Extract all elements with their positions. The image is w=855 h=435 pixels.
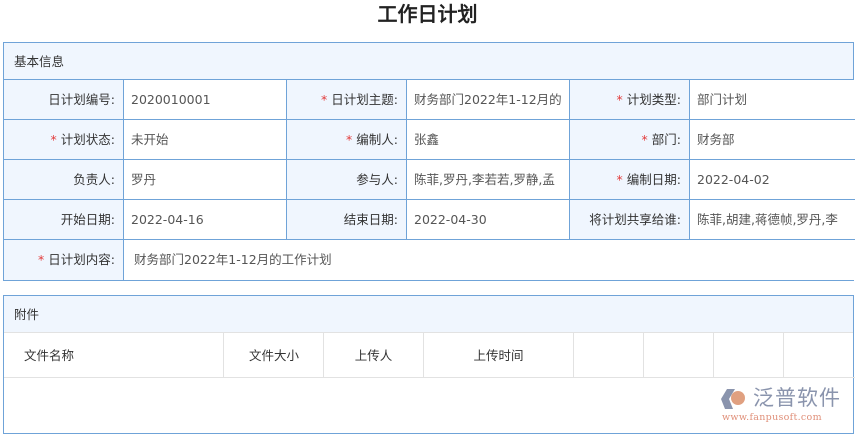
field-label-text: 结束日期: bbox=[343, 212, 398, 227]
field-label-text: 计划状态: bbox=[60, 132, 115, 147]
field-value-text: 未开始 bbox=[131, 132, 169, 147]
page-title: 工作日计划 bbox=[377, 2, 478, 26]
column-header[interactable] bbox=[784, 333, 855, 378]
field-label: * 日计划内容: bbox=[4, 240, 124, 280]
field-label-text: 参与人: bbox=[356, 172, 398, 187]
field-label: * 部门: bbox=[570, 120, 690, 160]
field-value: 张鑫 bbox=[407, 120, 570, 160]
field-value-text: 陈菲,罗丹,李若若,罗静,孟 bbox=[414, 172, 555, 187]
field-value-text: 张鑫 bbox=[414, 132, 440, 147]
field-value: 财务部门2022年1-12月的工作计划 bbox=[124, 240, 855, 280]
field-value-text: 2022-04-02 bbox=[697, 172, 770, 187]
required-asterisk: * bbox=[616, 92, 623, 107]
field-value-text: 部门计划 bbox=[697, 92, 748, 107]
required-asterisk: * bbox=[50, 132, 57, 147]
required-asterisk: * bbox=[38, 252, 45, 267]
field-value: 陈菲,胡建,蒋德帧,罗丹,李 bbox=[690, 200, 855, 240]
field-value-text: 罗丹 bbox=[131, 172, 157, 187]
logo-brand: 泛普软件 bbox=[753, 386, 841, 410]
field-value: 罗丹 bbox=[124, 160, 287, 200]
basic-info-panel: 基本信息 日计划编号: 2020010001 * 日计划主题: 财务部门2022年1-1… bbox=[3, 42, 855, 281]
field-label: * 计划类型: bbox=[570, 80, 690, 120]
field-label-text: 编制日期: bbox=[626, 172, 681, 187]
field-label: 参与人: bbox=[287, 160, 407, 200]
field-label-text: 计划类型: bbox=[626, 92, 681, 107]
required-asterisk: * bbox=[321, 92, 328, 107]
field-value-text: 陈菲,胡建,蒋德帧,罗丹,李 bbox=[697, 212, 838, 227]
field-label: * 编制日期: bbox=[570, 160, 690, 200]
column-header[interactable]: 文件名称 bbox=[4, 333, 224, 378]
field-value: 2022-04-30 bbox=[407, 200, 570, 240]
attachments-panel: 附件 文件名称 文件大小 上传人 上传时间 泛普软件 www.fanpusoft.co… bbox=[3, 295, 855, 434]
field-label: 开始日期: bbox=[4, 200, 124, 240]
field-value-text: 财务部门2022年1-12月的 bbox=[414, 92, 562, 107]
field-label-text: 日计划内容: bbox=[48, 252, 115, 267]
field-label-text: 负责人: bbox=[73, 172, 115, 187]
field-label: 将计划共享给谁: bbox=[570, 200, 690, 240]
column-header[interactable] bbox=[574, 333, 644, 378]
field-label: * 日计划主题: bbox=[287, 80, 407, 120]
required-asterisk: * bbox=[346, 132, 353, 147]
required-asterisk: * bbox=[616, 172, 623, 187]
field-label-text: 日计划编号: bbox=[48, 92, 115, 107]
column-header[interactable] bbox=[714, 333, 784, 378]
field-value: 未开始 bbox=[124, 120, 287, 160]
field-label: 日计划编号: bbox=[4, 80, 124, 120]
required-asterisk: * bbox=[641, 132, 648, 147]
column-header[interactable] bbox=[644, 333, 714, 378]
field-label-text: 开始日期: bbox=[60, 212, 115, 227]
field-value: 财务部门2022年1-12月的 bbox=[407, 80, 570, 120]
field-value-text: 2022-04-16 bbox=[131, 212, 204, 227]
field-label-text: 部门: bbox=[651, 132, 681, 147]
column-header[interactable]: 上传人 bbox=[324, 333, 424, 378]
field-label-text: 日计划主题: bbox=[331, 92, 398, 107]
logo-mark-icon bbox=[721, 389, 745, 409]
field-label: 负责人: bbox=[4, 160, 124, 200]
field-value: 陈菲,罗丹,李若若,罗静,孟 bbox=[407, 160, 570, 200]
field-value: 2020010001 bbox=[124, 80, 287, 120]
field-value: 财务部 bbox=[690, 120, 855, 160]
fanpusoft-logo: 泛普软件 www.fanpusoft.com bbox=[721, 385, 841, 425]
field-label: 结束日期: bbox=[287, 200, 407, 240]
field-label-text: 将计划共享给谁: bbox=[589, 212, 681, 227]
column-header[interactable]: 上传时间 bbox=[424, 333, 574, 378]
field-value-text: 财务部门2022年1-12月的工作计划 bbox=[134, 252, 332, 267]
field-label: * 计划状态: bbox=[4, 120, 124, 160]
field-value: 2022-04-02 bbox=[690, 160, 855, 200]
field-value: 部门计划 bbox=[690, 80, 855, 120]
field-value-text: 2022-04-30 bbox=[414, 212, 487, 227]
field-value-text: 2020010001 bbox=[131, 92, 211, 107]
logo-url: www.fanpusoft.com bbox=[722, 412, 822, 423]
field-value-text: 财务部 bbox=[697, 132, 735, 147]
field-label: * 编制人: bbox=[287, 120, 407, 160]
field-value: 2022-04-16 bbox=[124, 200, 287, 240]
field-label-text: 编制人: bbox=[356, 132, 398, 147]
basic-info-header: 基本信息 bbox=[4, 43, 853, 80]
column-header[interactable]: 文件大小 bbox=[224, 333, 324, 378]
attachments-header: 附件 bbox=[4, 296, 853, 333]
